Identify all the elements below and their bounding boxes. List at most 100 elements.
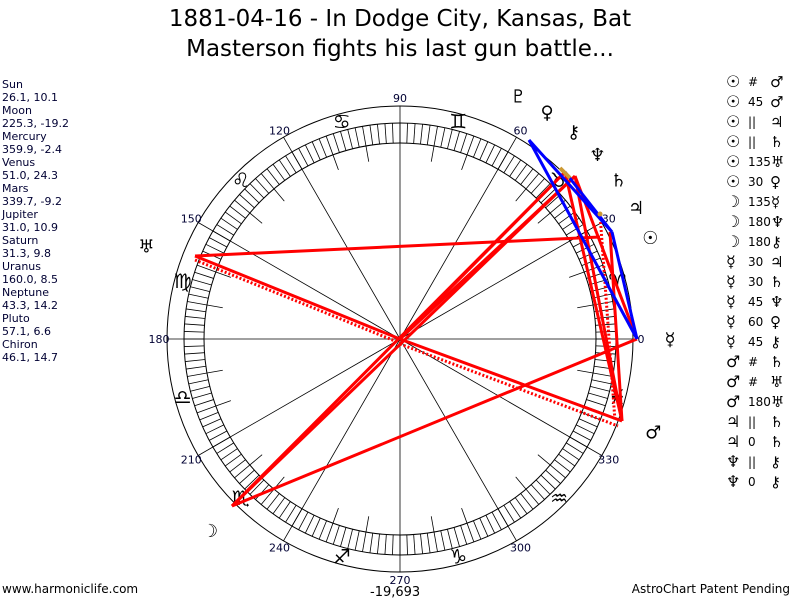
aspect-line	[230, 170, 567, 508]
degree-tick	[325, 523, 334, 543]
ten-degree-tick	[577, 304, 594, 309]
degree-tick	[278, 501, 291, 519]
degree-tick	[369, 125, 374, 145]
planet-name: Jupiter	[2, 208, 38, 221]
degree-tick	[525, 173, 540, 190]
aspect-type: 180	[748, 395, 771, 409]
degree-tick	[590, 386, 610, 392]
degree-label: 150	[181, 213, 202, 226]
planet-glyph-icon: ☿	[726, 312, 736, 331]
aspect-type: 135	[748, 155, 771, 169]
planet-coordinates: 31.0, 10.9	[2, 221, 58, 234]
planet-coordinates: 31.3, 9.8	[2, 247, 51, 260]
degree-tick	[433, 126, 438, 147]
planet-name: Mercury	[2, 130, 47, 143]
patent-notice: AstroChart Patent Pending	[631, 582, 790, 596]
degree-tick	[530, 484, 545, 500]
planet-coordinates: 26.1, 10.1	[2, 91, 58, 104]
planet-glyph-icon: ☉	[726, 172, 741, 191]
degree-tick	[298, 511, 309, 530]
neptune-glyph-icon: ♆	[589, 145, 605, 166]
aspect-row: ☉ || ♃	[726, 112, 784, 132]
planet-name: Sun	[2, 78, 23, 91]
degree-tick	[192, 392, 212, 399]
degree-tick	[558, 211, 575, 225]
planet-glyph-icon: ♂	[770, 93, 784, 111]
saturn-glyph-icon: ♄	[610, 170, 626, 191]
degree-tick	[554, 459, 571, 473]
degree-tick	[205, 424, 225, 435]
planet-glyph-icon: ⚷	[770, 473, 781, 491]
planet-glyph-icon: ♃	[726, 432, 741, 451]
degree-tick	[540, 474, 556, 490]
zodiac-sign-icon: ♍	[174, 269, 192, 293]
degree-tick	[406, 534, 408, 555]
degree-tick	[347, 129, 353, 149]
ten-degree-tick	[430, 145, 435, 162]
planet-glyph-icon: ♅	[770, 373, 784, 391]
degree-tick	[184, 323, 205, 326]
spoke-line	[283, 137, 401, 340]
zodiac-sign-icon: ♎	[174, 385, 192, 409]
aspect-type: #	[748, 75, 759, 89]
chiron-glyph-icon: ⚷	[567, 122, 580, 143]
planet-glyph-icon: ♃	[770, 113, 784, 131]
degree-tick	[426, 533, 431, 553]
degree-tick	[188, 379, 209, 385]
planet-glyph-icon: ☿	[726, 252, 736, 271]
planet-glyph-icon: ♄	[770, 413, 784, 431]
degree-tick	[586, 399, 606, 407]
aspect-line	[399, 342, 619, 428]
degree-tick	[190, 386, 210, 392]
ten-degree-tick	[569, 271, 585, 278]
degree-tick	[244, 474, 260, 490]
degree-tick	[473, 138, 482, 158]
ten-degree-tick	[515, 476, 527, 490]
ten-degree-tick	[577, 369, 594, 374]
planet-coordinates: 339.7, -9.2	[2, 195, 62, 208]
ten-degree-tick	[365, 145, 370, 162]
planet-name: Venus	[2, 156, 36, 169]
degree-tick	[540, 188, 556, 204]
degree-tick	[447, 529, 453, 549]
degree-tick	[216, 442, 234, 454]
degree-tick	[377, 533, 380, 554]
planet-coordinates: 43.3, 14.2	[2, 299, 58, 312]
degree-tick	[572, 430, 591, 441]
ten-degree-tick	[461, 508, 468, 524]
aspect-row: ♂ 180♅	[726, 392, 784, 412]
degree-tick	[362, 126, 367, 147]
planet-name: Uranus	[2, 260, 41, 273]
degree-tick	[354, 530, 360, 551]
degree-label: 330	[598, 454, 619, 467]
ten-degree-tick	[215, 400, 231, 407]
degree-label: 60	[514, 124, 528, 137]
degree-tick	[192, 279, 212, 286]
aspect-line	[563, 171, 614, 233]
aspect-type: 30	[748, 255, 764, 269]
website-link[interactable]: www.harmoniclife.com	[2, 582, 139, 596]
degree-tick	[578, 418, 598, 428]
planet-glyph-icon: ♄	[770, 273, 784, 291]
uranus-glyph-icon: ♅	[138, 237, 154, 258]
ten-degree-tick	[273, 188, 285, 202]
ten-degree-tick	[206, 304, 223, 309]
degree-tick	[205, 243, 225, 254]
aspect-row: ♆ || ⚷	[726, 452, 784, 472]
degree-tick	[244, 188, 260, 204]
degree-tick	[562, 448, 580, 461]
planet-glyph-icon: ♆	[726, 452, 741, 471]
ten-degree-tick	[215, 271, 231, 278]
aspect-line	[399, 337, 623, 423]
degree-tick	[187, 372, 208, 377]
degree-tick	[479, 517, 489, 537]
aspect-type: 45	[748, 335, 764, 349]
aspect-type: #	[748, 375, 759, 389]
degree-label: 90	[393, 92, 407, 105]
degree-tick	[520, 168, 534, 185]
ten-degree-tick	[365, 516, 370, 533]
planet-coordinates: 57.1, 6.6	[2, 325, 51, 338]
spoke-line	[399, 338, 517, 541]
degree-tick	[340, 131, 347, 151]
degree-tick	[220, 448, 238, 461]
